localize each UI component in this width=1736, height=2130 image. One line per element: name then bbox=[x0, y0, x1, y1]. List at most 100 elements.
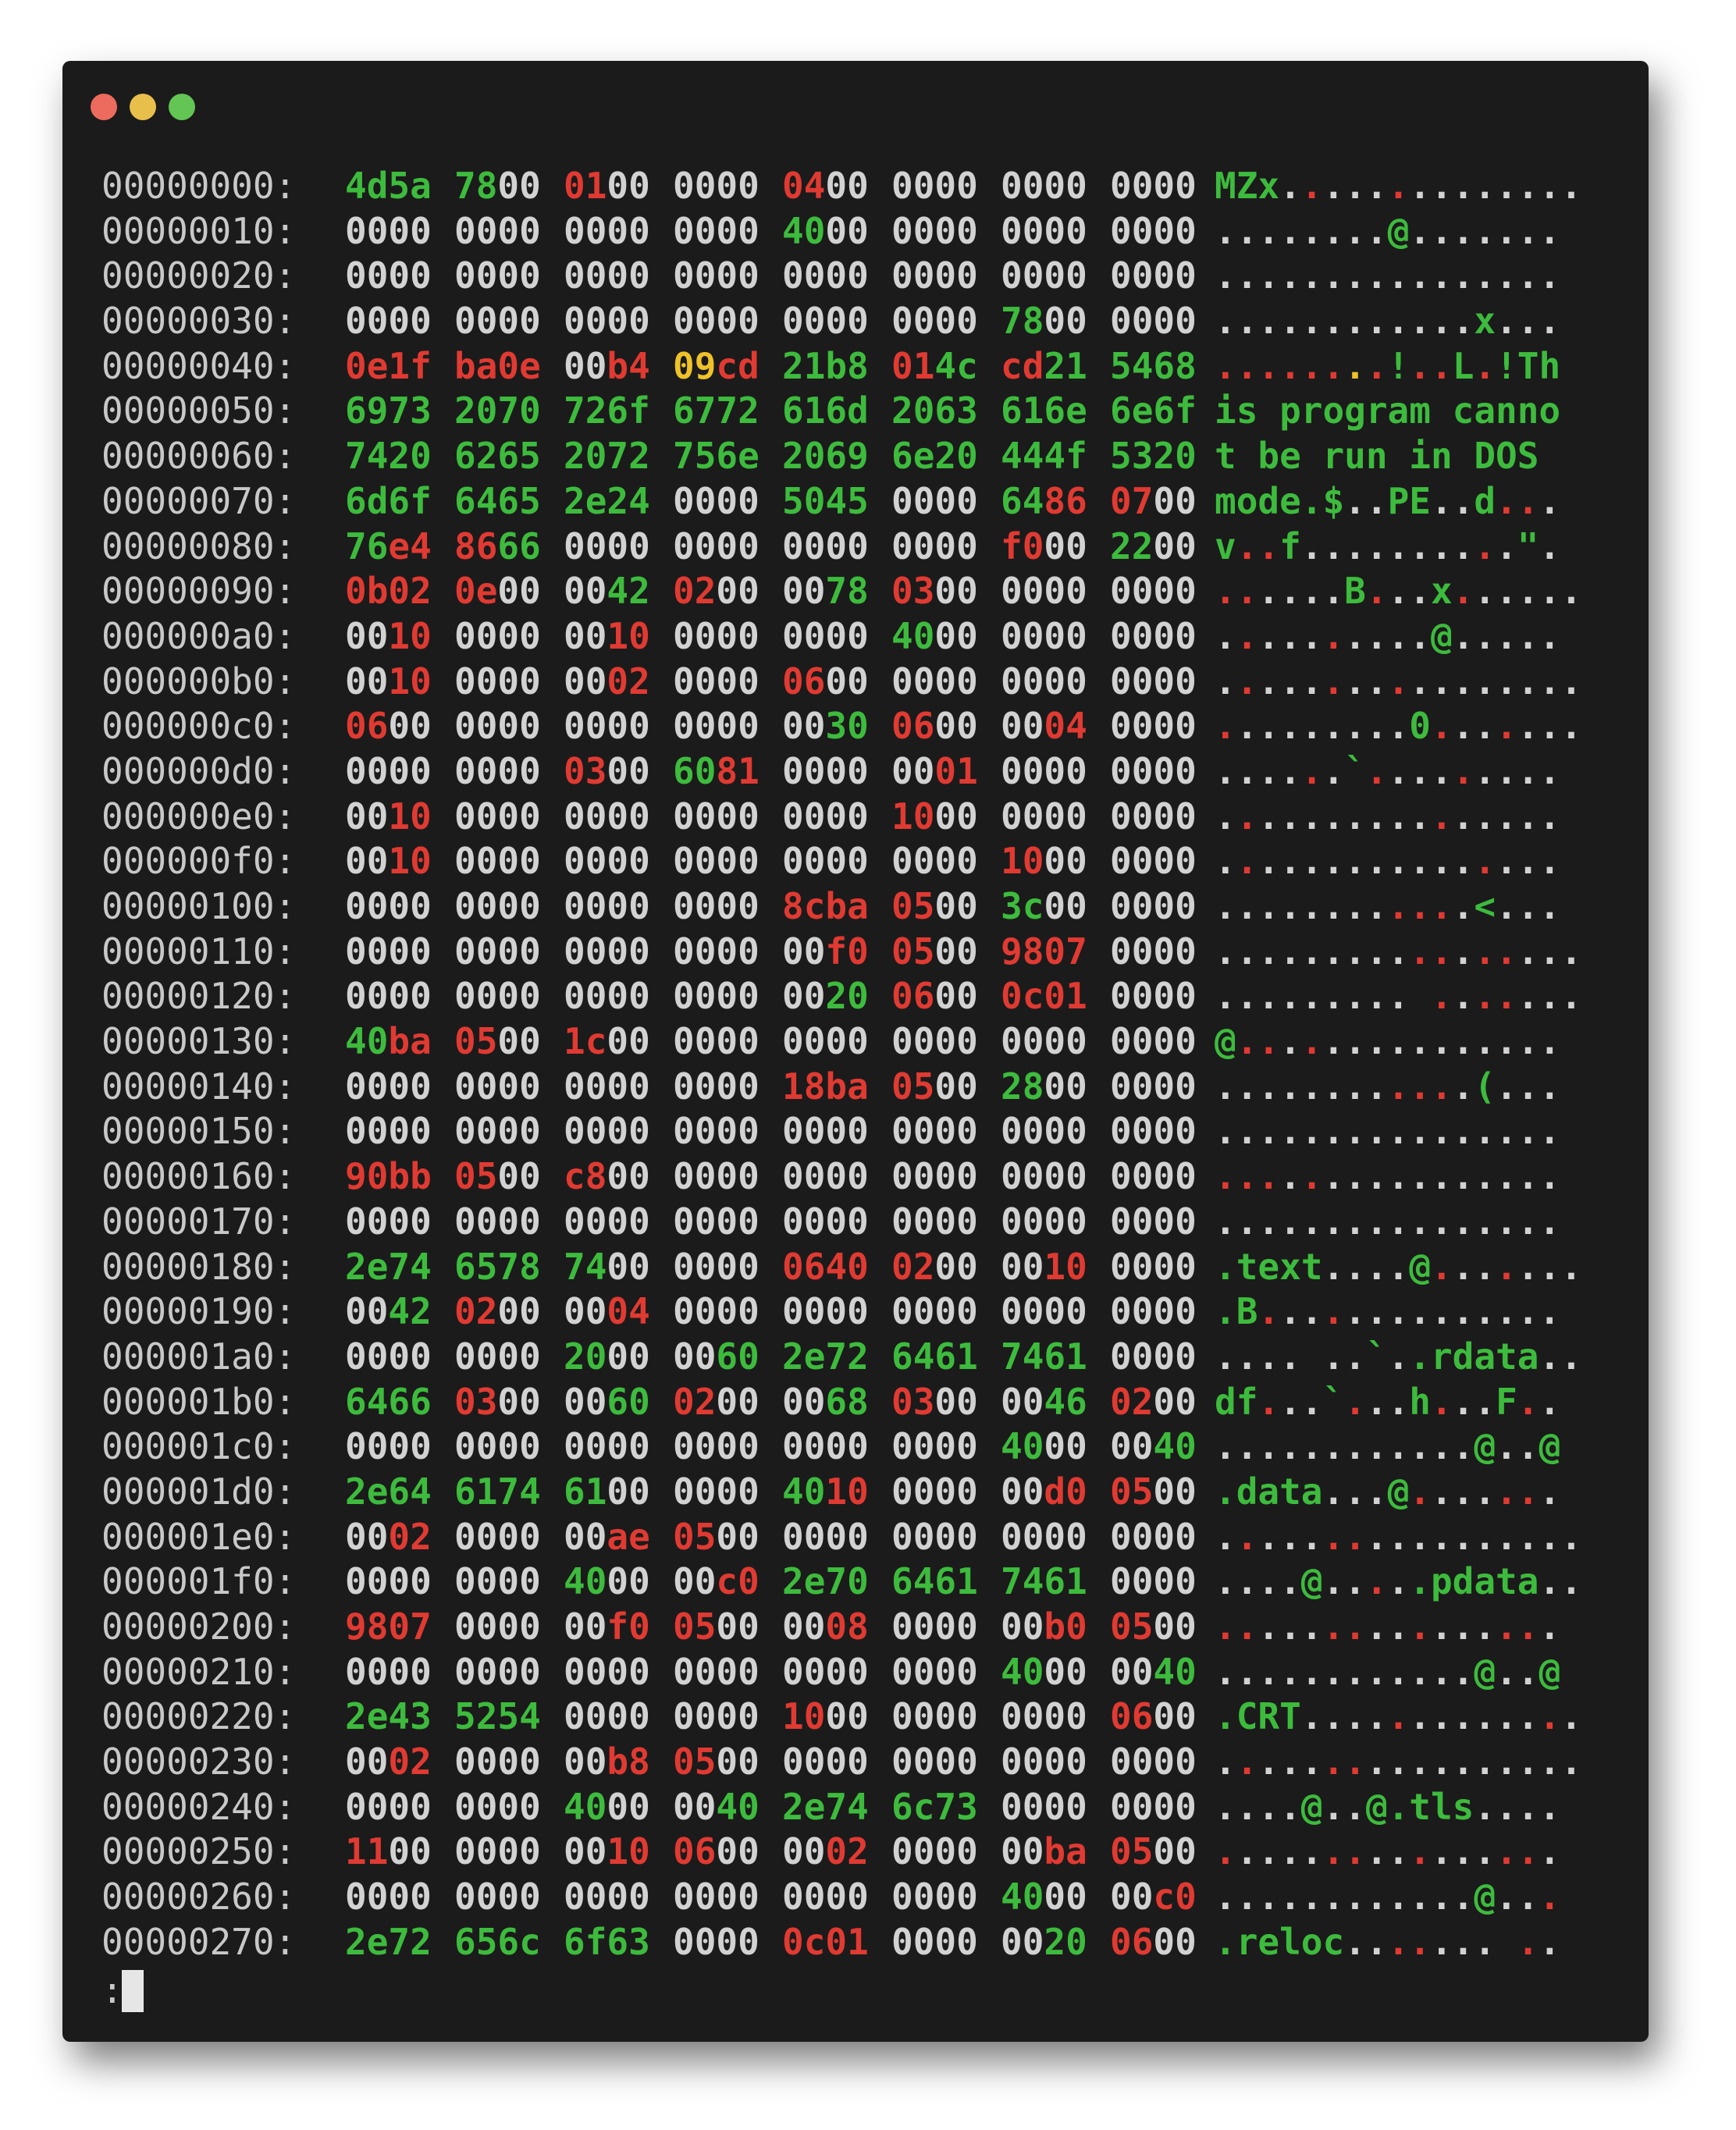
ascii-segment: . bbox=[1539, 1380, 1561, 1423]
hex-word: 0000 bbox=[345, 1335, 432, 1380]
ascii-column: ................ bbox=[1215, 1109, 1560, 1154]
ascii-segment: ... bbox=[1517, 1245, 1582, 1288]
ascii-segment: .......... bbox=[1365, 1515, 1582, 1558]
hex-byte-segment: 0000 bbox=[673, 1065, 760, 1108]
hex-byte-segment: 6174 bbox=[454, 1470, 541, 1513]
hex-word: 21b8 bbox=[782, 344, 869, 389]
hex-byte-segment: 40 bbox=[716, 1785, 760, 1828]
hex-word: 0600 bbox=[891, 704, 978, 749]
hex-byte-segment: 0000 bbox=[454, 1335, 541, 1378]
hex-byte-segment: 04 bbox=[607, 1290, 650, 1333]
hex-word: 9807 bbox=[1001, 930, 1087, 975]
hex-word: 0000 bbox=[564, 299, 650, 344]
hex-byte-segment: 0c01 bbox=[782, 1920, 869, 1963]
hex-byte-segment: 0000 bbox=[1110, 1335, 1197, 1378]
offset-label: 00000020: bbox=[101, 254, 297, 297]
hex-word: 2e70 bbox=[782, 1559, 869, 1605]
hex-byte-segment: 00 bbox=[607, 165, 650, 207]
ascii-column: .........0....... bbox=[1215, 704, 1582, 749]
hex-byte-segment: 00 bbox=[825, 209, 869, 252]
ascii-segment: .. bbox=[1344, 660, 1388, 702]
hex-byte-segment: 00 bbox=[1044, 524, 1087, 567]
ascii-segment: . bbox=[1322, 1741, 1345, 1783]
maximize-button[interactable] bbox=[169, 94, 195, 120]
ascii-segment: ` bbox=[1322, 1380, 1345, 1423]
ascii-segment: . bbox=[1300, 1155, 1323, 1198]
hex-byte-segment: 4d5a bbox=[345, 165, 432, 207]
hex-word: 0060 bbox=[564, 1380, 650, 1425]
hex-word: 0e00 bbox=[454, 569, 541, 614]
hex-byte-segment: 00 bbox=[673, 1335, 717, 1378]
close-button[interactable] bbox=[91, 94, 117, 120]
ascii-segment: . bbox=[1322, 749, 1345, 792]
hex-word: 90bb bbox=[345, 1154, 432, 1200]
hex-byte-segment: 0000 bbox=[891, 1876, 978, 1918]
hex-byte-segment: 6465 bbox=[454, 479, 541, 522]
hex-byte-segment: 0000 bbox=[782, 300, 869, 343]
hex-byte-segment: 0e1f bbox=[345, 344, 432, 387]
offset-label: 000001f0: bbox=[101, 1560, 297, 1603]
hex-byte-segment: 0000 bbox=[782, 524, 869, 567]
hex-word: 0300 bbox=[454, 1380, 541, 1425]
hex-byte-segment: 0000 bbox=[1110, 749, 1197, 792]
ascii-segment: . bbox=[1452, 975, 1475, 1018]
pager-prompt[interactable]: : bbox=[62, 1967, 1649, 2014]
hex-byte-segment: 0000 bbox=[673, 479, 760, 522]
hex-byte-segment: ba bbox=[1044, 1830, 1087, 1873]
hex-byte-segment: 0000 bbox=[673, 1290, 760, 1333]
hex-word: 1000 bbox=[1001, 839, 1087, 884]
hex-byte-segment: 2e74 bbox=[345, 1245, 432, 1288]
hex-word: 0000 bbox=[454, 1424, 541, 1470]
hex-byte-segment: 2e72 bbox=[345, 1920, 432, 1963]
hex-word: 0000 bbox=[673, 1875, 760, 1920]
ascii-column: ............<... bbox=[1215, 884, 1560, 930]
ascii-segment: . bbox=[1539, 1876, 1561, 1918]
hex-word: 0000 bbox=[673, 614, 760, 660]
offset-label: 00000250: bbox=[101, 1830, 297, 1873]
hex-word: 6465 bbox=[454, 479, 541, 524]
hexdump-row: 00000030: 0000 0000 0000 0000 0000 0000 7800 000… bbox=[62, 299, 1649, 344]
hex-byte-segment: 4c bbox=[934, 344, 978, 387]
hex-byte-segment: cd bbox=[716, 344, 760, 387]
hex-byte-segment: 0000 bbox=[782, 1876, 869, 1918]
hex-word: 0500 bbox=[1110, 1470, 1197, 1515]
hex-byte-segment: 0000 bbox=[673, 660, 760, 702]
hex-word: 0000 bbox=[1110, 974, 1197, 1019]
hex-byte-segment: 0000 bbox=[673, 1245, 760, 1288]
hex-word: 2072 bbox=[564, 434, 650, 479]
ascii-segment: " bbox=[1517, 524, 1539, 567]
hex-byte-segment: 10 bbox=[825, 1470, 869, 1513]
ascii-segment: . bbox=[1322, 614, 1345, 657]
ascii-segment: . bbox=[1344, 1515, 1366, 1558]
hexdump-row: 000001a0: 0000 0000 2000 0060 2e72 6461 7461 000… bbox=[62, 1335, 1649, 1380]
hex-byte-segment: 03 bbox=[891, 570, 935, 613]
hex-byte-segment: 0000 bbox=[345, 885, 432, 927]
ascii-segment: . bbox=[1300, 1020, 1323, 1063]
hex-word: 0000 bbox=[673, 660, 760, 705]
hex-byte-segment: 0000 bbox=[1001, 1155, 1087, 1198]
hexdump-row: 00000080: 76e4 8666 0000 0000 0000 0000 f000 220… bbox=[62, 524, 1649, 570]
ascii-segment: . bbox=[1539, 1920, 1561, 1963]
hex-word: 0000 bbox=[345, 1875, 432, 1920]
ascii-segment: ........ bbox=[1300, 524, 1475, 567]
hex-byte-segment: 0000 bbox=[673, 1470, 760, 1513]
hex-word: 0600 bbox=[673, 1830, 760, 1875]
hex-word: 0020 bbox=[782, 974, 869, 1019]
minimize-button[interactable] bbox=[130, 94, 156, 120]
hex-word: 6e6f bbox=[1110, 389, 1197, 434]
hex-byte-segment: 5320 bbox=[1110, 435, 1197, 478]
ascii-segment: .. bbox=[1474, 930, 1517, 973]
ascii-segment: . bbox=[1258, 1290, 1280, 1333]
hex-byte-segment: 0000 bbox=[1110, 209, 1197, 252]
hex-word: 0000 bbox=[1001, 614, 1087, 660]
ascii-segment: . bbox=[1215, 614, 1236, 657]
hex-byte-segment: 00 bbox=[564, 1515, 607, 1558]
ascii-segment: .. bbox=[1496, 1425, 1539, 1468]
hex-word: 0000 bbox=[891, 1830, 978, 1875]
hexdump-row: 00000000: 4d5a 7800 0100 0000 0400 0000 0000 000… bbox=[62, 164, 1649, 209]
hex-byte-segment: 0000 bbox=[454, 930, 541, 973]
offset-label: 00000040: bbox=[101, 344, 297, 387]
ascii-segment: ` bbox=[1365, 1335, 1388, 1378]
hex-word: 4000 bbox=[782, 209, 869, 254]
hex-byte-segment: 0000 bbox=[345, 930, 432, 973]
